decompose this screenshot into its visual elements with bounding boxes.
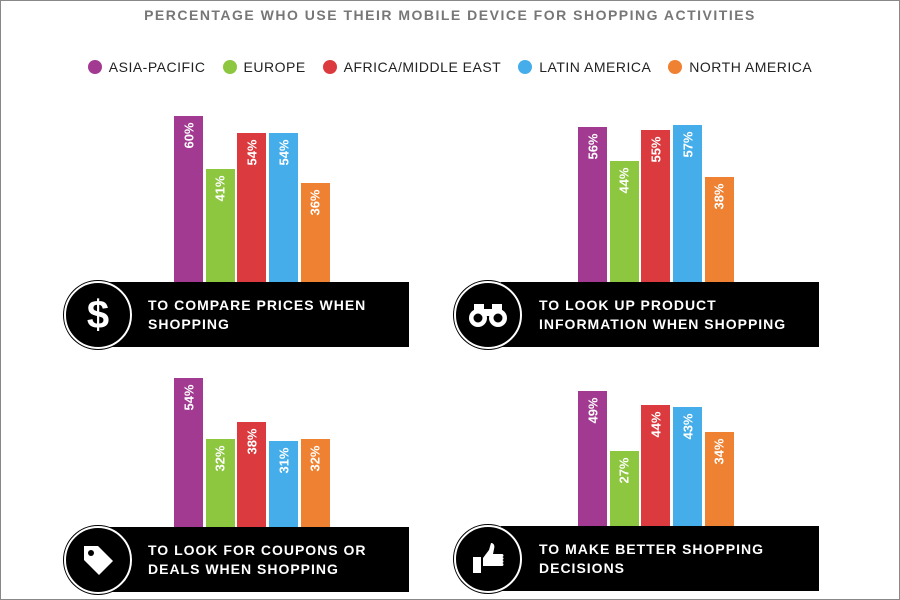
legend-item: NORTH AMERICA bbox=[668, 59, 812, 75]
bar-africa-middle-east: 55% bbox=[641, 130, 671, 282]
bar-value-label: 54% bbox=[276, 139, 292, 166]
bar-africa-middle-east: 44% bbox=[641, 404, 671, 526]
legend-swatch bbox=[222, 60, 237, 74]
legend-swatch bbox=[668, 60, 683, 74]
bar-latin-america: 43% bbox=[673, 407, 703, 526]
bar-value-label: 41% bbox=[212, 175, 228, 202]
bar-north-america: 34% bbox=[704, 432, 734, 526]
legend-item: ASIA-PACIFIC bbox=[87, 59, 206, 75]
bar-value-label: 31% bbox=[276, 447, 292, 474]
panel-caption: TO COMPARE PRICES WHEN SHOPPING bbox=[110, 282, 409, 347]
legend-label: NORTH AMERICA bbox=[689, 59, 813, 75]
price-tag-icon bbox=[64, 526, 132, 594]
legend-swatch bbox=[87, 60, 102, 74]
bar-value-label: 34% bbox=[711, 438, 727, 465]
legend-item: AFRICA/MIDDLE EAST bbox=[322, 59, 502, 75]
bar-europe: 32% bbox=[205, 438, 235, 527]
bar-africa-middle-east: 54% bbox=[237, 132, 267, 282]
legend-label: EUROPE bbox=[243, 59, 306, 75]
bar-value-label: 60% bbox=[181, 122, 196, 149]
bar-value-label: 54% bbox=[244, 139, 260, 166]
panel-caption: TO LOOK UP PRODUCT INFORMATION WHEN SHOP… bbox=[501, 282, 819, 347]
bar-value-label: 38% bbox=[711, 183, 727, 210]
legend-item: EUROPE bbox=[222, 59, 306, 75]
bar-europe: 41% bbox=[205, 168, 235, 282]
bar-value-label: 57% bbox=[680, 131, 696, 158]
dollar-icon: $ bbox=[64, 281, 132, 349]
bar-value-label: 49% bbox=[585, 397, 600, 424]
legend-label: LATIN AMERICA bbox=[539, 59, 652, 75]
bar-asia-pacific: 56% bbox=[578, 127, 607, 282]
bar-value-label: 44% bbox=[616, 167, 632, 194]
bar-value-label: 32% bbox=[212, 445, 228, 472]
bar-latin-america: 57% bbox=[673, 124, 703, 282]
bar-latin-america: 54% bbox=[269, 132, 299, 282]
bar-europe: 27% bbox=[609, 451, 639, 526]
bar-africa-middle-east: 38% bbox=[237, 422, 267, 527]
bar-latin-america: 31% bbox=[269, 441, 299, 527]
bar-asia-pacific: 49% bbox=[578, 390, 607, 526]
bar-asia-pacific: 60% bbox=[174, 116, 203, 282]
panel-caption: TO LOOK FOR COUPONS OR DEALS WHEN SHOPPI… bbox=[110, 527, 409, 592]
bar-value-label: 27% bbox=[616, 457, 632, 484]
binoculars-icon bbox=[454, 281, 522, 349]
bar-value-label: 38% bbox=[244, 428, 260, 455]
thumbs-up-icon bbox=[454, 525, 522, 593]
bar-north-america: 32% bbox=[300, 438, 330, 527]
legend-item: LATIN AMERICA bbox=[518, 59, 651, 75]
legend-swatch bbox=[518, 60, 533, 74]
legend: ASIA-PACIFIC EUROPE AFRICA/MIDDLE EAST LATI… bbox=[0, 59, 900, 75]
legend-label: ASIA-PACIFIC bbox=[108, 59, 206, 75]
bar-value-label: 36% bbox=[307, 189, 323, 216]
panel-caption: TO MAKE BETTER SHOPPING DECISIONS bbox=[501, 526, 819, 591]
bar-value-label: 54% bbox=[181, 384, 196, 411]
bar-asia-pacific: 54% bbox=[174, 377, 203, 527]
legend-label: AFRICA/MIDDLE EAST bbox=[343, 59, 502, 75]
bar-north-america: 38% bbox=[704, 177, 734, 282]
chart-title: PERCENTAGE WHO USE THEIR MOBILE DEVICE F… bbox=[144, 7, 756, 23]
bar-north-america: 36% bbox=[300, 182, 330, 282]
bar-value-label: 43% bbox=[680, 413, 696, 440]
bar-value-label: 55% bbox=[648, 136, 664, 163]
bar-value-label: 44% bbox=[648, 411, 664, 438]
bar-value-label: 32% bbox=[307, 445, 323, 472]
bar-europe: 44% bbox=[609, 160, 639, 282]
bar-value-label: 56% bbox=[585, 133, 600, 160]
legend-swatch bbox=[322, 60, 337, 74]
